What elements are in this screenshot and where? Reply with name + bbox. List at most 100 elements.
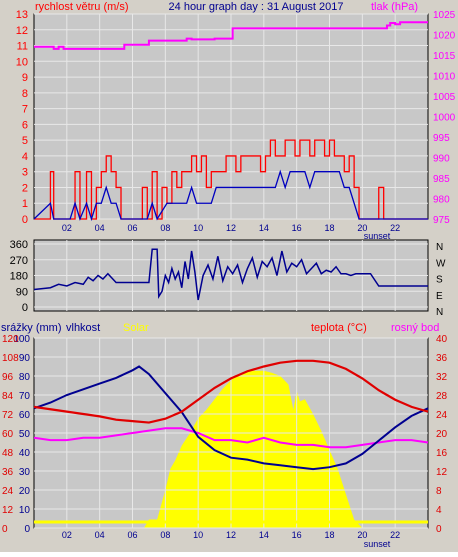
- x-tick-label: 08: [160, 530, 170, 540]
- temperature-tick-label: 16: [436, 448, 448, 459]
- x-tick-label: 04: [95, 530, 105, 540]
- chart-title: 24 hour graph day : 31 August 2017: [169, 1, 344, 13]
- temperature-tick-label: 36: [436, 353, 448, 364]
- y-tick-label-right: 1015: [433, 51, 456, 62]
- humidity-tick-label: 10: [19, 505, 31, 516]
- x-tick-label: 10: [193, 530, 203, 540]
- temperature-tick-label: 28: [436, 391, 448, 402]
- y-tick-label-right: 990: [433, 154, 450, 165]
- y-tick-label: 0: [22, 302, 28, 314]
- y-tick-label: 2: [22, 182, 28, 194]
- y-tick-label-right: 975: [433, 215, 450, 226]
- humidity-outer-tick-label: 0: [2, 524, 8, 535]
- humidity-outer-tick-label: 12: [2, 505, 14, 516]
- humidity-tick-label: 0: [24, 524, 30, 535]
- humidity-line: [33, 365, 429, 471]
- y-tick-label: 6: [22, 119, 28, 131]
- y-tick-label: 3: [22, 167, 28, 179]
- humidity-tick-label: 40: [19, 448, 31, 459]
- x-tick-label: 06: [127, 223, 137, 233]
- x-tick-label: 12: [226, 530, 236, 540]
- wind-direction-ticks: 0 90 180 270 360: [10, 239, 28, 314]
- temperature-humidity-grid: [34, 337, 428, 529]
- humidity-axis-label: vlhkost: [66, 322, 100, 334]
- temperature-tick-label: 20: [436, 429, 448, 440]
- temperature-humidity-series: [33, 359, 429, 524]
- x-tick-label: 18: [324, 530, 334, 540]
- y-tick-label-right: 1005: [433, 92, 456, 103]
- wind-gust-line: [33, 169, 428, 222]
- y-tick-label: 90: [16, 286, 28, 298]
- dewpoint-axis-label: rosný bod: [391, 322, 439, 334]
- humidity-outer-ticks: 0 12 24 36 48 60 72 84 96 108 120: [2, 334, 19, 535]
- x-tick-label: 02: [62, 530, 72, 540]
- humidity-outer-tick-label: 60: [2, 429, 14, 440]
- humidity-outer-tick-label: 24: [2, 486, 14, 497]
- temperature-humidity-x-ticks: 02 04 06 08 10 12 14 16 18 20 22: [62, 530, 400, 540]
- sunset-label: sunset: [364, 539, 391, 549]
- y-tick-label: 8: [22, 88, 28, 100]
- humidity-tick-label: 90: [19, 353, 31, 364]
- y-tick-label: 7: [22, 104, 28, 116]
- humidity-tick-label: 30: [19, 467, 31, 478]
- wind-speed-line: [34, 139, 428, 220]
- wind-direction-line: [33, 248, 428, 301]
- humidity-tick-label: 50: [19, 429, 31, 440]
- y-tick-label-right: 1010: [433, 72, 456, 83]
- temperature-tick-label: 8: [436, 486, 442, 497]
- temperature-tick-label: 4: [436, 505, 442, 516]
- humidity-tick-label: 20: [19, 486, 31, 497]
- x-tick-label: 18: [324, 223, 334, 233]
- y-tick-label: 5: [22, 135, 28, 147]
- compass-label: W: [436, 258, 446, 269]
- humidity-tick-label: 80: [19, 372, 31, 383]
- y-tick-label: 10: [16, 56, 28, 68]
- temperature-tick-label: 12: [436, 467, 448, 478]
- compass-label: N: [436, 242, 443, 253]
- temperature-axis-label: teplota (°C): [311, 322, 367, 334]
- x-tick-label: 22: [390, 223, 400, 233]
- sunset-label: sunset: [364, 231, 391, 241]
- humidity-outer-tick-label: 36: [2, 467, 14, 478]
- x-tick-label: 02: [62, 223, 72, 233]
- temperature-tick-label: 32: [436, 372, 448, 383]
- humidity-outer-tick-label: 84: [2, 391, 14, 402]
- wind-pressure-grid: [34, 13, 428, 220]
- y-tick-label: 180: [10, 271, 28, 283]
- y-tick-label: 1: [22, 198, 28, 210]
- y-tick-label: 4: [22, 151, 28, 163]
- x-tick-label: 14: [259, 223, 269, 233]
- x-tick-label: 08: [160, 223, 170, 233]
- y-tick-label-right: 1025: [433, 10, 456, 21]
- humidity-tick-label: 70: [19, 391, 31, 402]
- humidity-outer-tick-label: 48: [2, 448, 14, 459]
- humidity-tick-label: 60: [19, 410, 31, 421]
- pressure-line: [34, 21, 428, 50]
- wind-speed-axis-label: rychlost větru (m/s): [35, 1, 129, 13]
- y-tick-label-right: 1020: [433, 31, 456, 42]
- humidity-outer-tick-label: 120: [2, 334, 19, 345]
- y-tick-label-right: 985: [433, 174, 450, 185]
- compass-label: E: [436, 291, 443, 302]
- x-tick-label: 16: [292, 223, 302, 233]
- x-tick-label: 20: [357, 530, 367, 540]
- pressure-axis-label: tlak (hPa): [371, 1, 418, 13]
- temperature-tick-label: 0: [436, 524, 442, 535]
- x-tick-label: 22: [390, 530, 400, 540]
- y-tick-label: 11: [17, 41, 28, 53]
- dewpoint-line: [33, 427, 429, 449]
- solar-axis-label: Solar: [123, 322, 149, 334]
- temperature-tick-label: 24: [436, 410, 448, 421]
- y-tick-label: 270: [10, 255, 28, 267]
- temperature-ticks: 0 4 8 12 16 20 24 28 32 36 40: [436, 334, 448, 535]
- wind-pressure-x-ticks: 02 04 06 08 10 12 14 16 18 20 22: [62, 223, 400, 233]
- humidity-outer-tick-label: 72: [2, 410, 14, 421]
- y-tick-label: 0: [22, 214, 28, 226]
- humidity-ticks: 0 10 20 30 40 50 60 70 80 90 100: [13, 334, 30, 535]
- x-tick-label: 14: [259, 530, 269, 540]
- humidity-outer-tick-label: 96: [2, 372, 14, 383]
